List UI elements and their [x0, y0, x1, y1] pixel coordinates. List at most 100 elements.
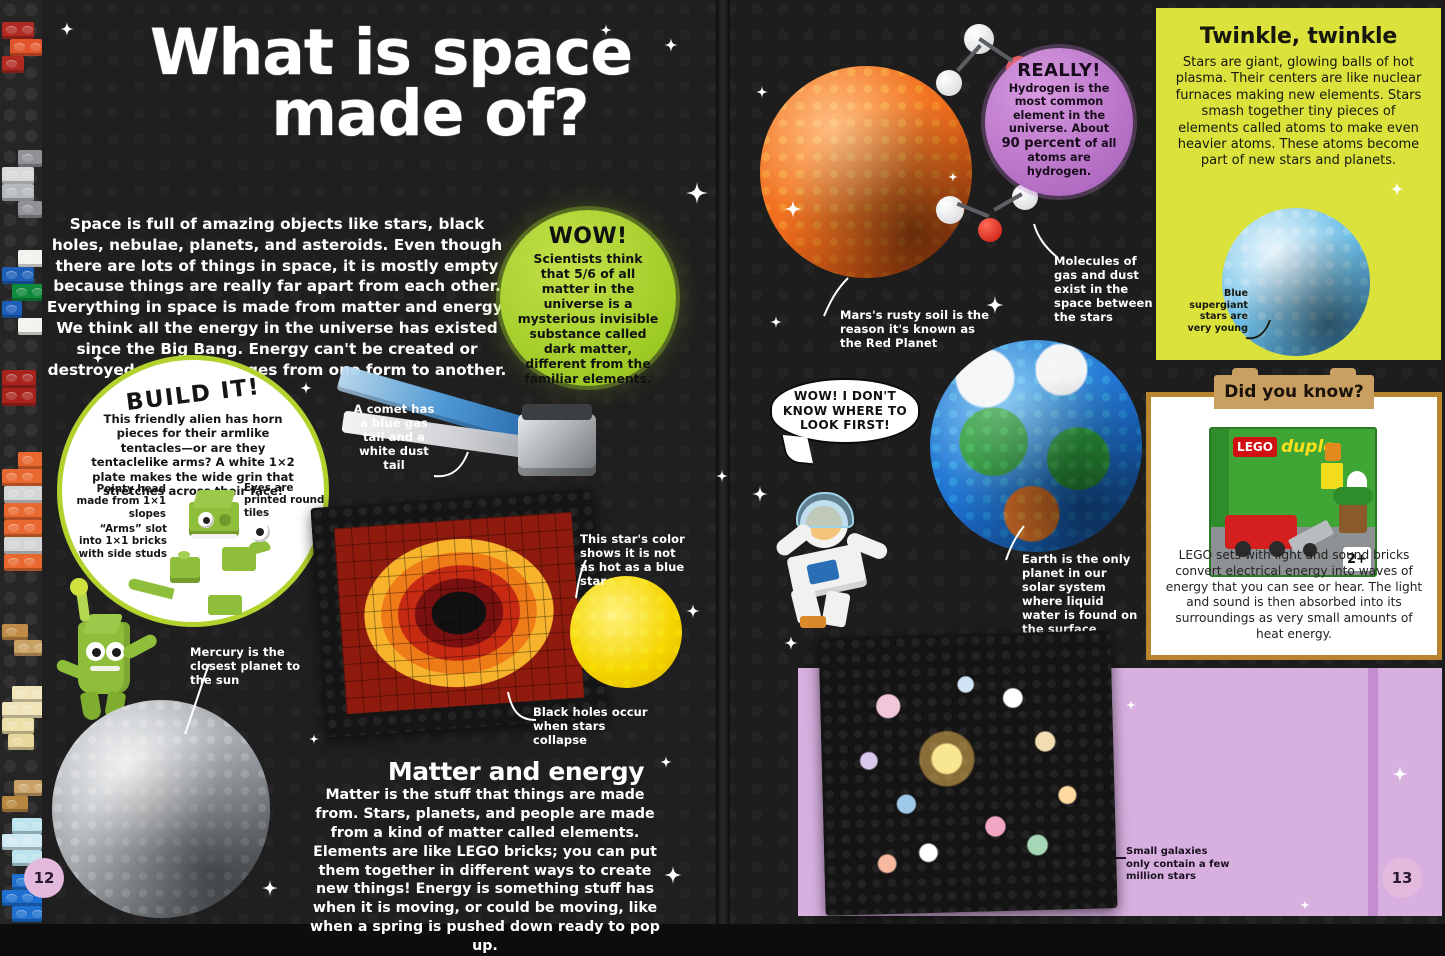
star-sparkle-icon — [309, 734, 319, 744]
title-line-1: What is space — [150, 16, 633, 89]
star-sparkle-icon — [1383, 618, 1395, 630]
lego-brick-29 — [12, 818, 42, 834]
caption-black-holes: Black holes occur when stars collapse — [533, 705, 648, 748]
lego-brick-27 — [14, 780, 42, 796]
star-sparkle-icon — [600, 24, 612, 36]
age-badge: 2+ — [1343, 547, 1371, 571]
caption-mercury: Mercury is the closest planet to the sun — [190, 645, 301, 688]
caption-earth: Earth is the only planet in our solar sy… — [1022, 552, 1138, 637]
lego-mercury-sphere — [52, 700, 270, 918]
lego-brick-15 — [2, 469, 42, 486]
star-sparkle-icon — [770, 316, 782, 328]
lego-brick-28 — [2, 796, 28, 812]
star-sparkle-icon — [60, 22, 74, 36]
star-sparkle-icon — [784, 200, 802, 218]
lego-brick-16 — [4, 486, 42, 503]
star-sparkle-icon — [300, 382, 312, 394]
twinkle-body: Stars are giant, glowing balls of hot pl… — [1175, 55, 1422, 169]
lego-mars-sphere — [760, 66, 972, 278]
lego-brick-9 — [12, 284, 42, 301]
star-sparkle-icon — [752, 486, 768, 502]
lego-brick-34 — [12, 906, 42, 922]
lego-brick-6 — [18, 201, 42, 218]
star-sparkle-icon — [660, 756, 672, 768]
star-sparkle-icon — [948, 172, 958, 182]
star-sparkle-icon — [1390, 182, 1404, 196]
duplo-wordmark: duplo — [1281, 437, 1335, 457]
lego-galaxy-mosaic — [818, 630, 1118, 916]
star-sparkle-icon — [1300, 900, 1310, 910]
wow-fraction: 5/6 — [574, 266, 596, 281]
caption-small-galaxies: Small galaxies only contain a few millio… — [1126, 846, 1230, 882]
lego-brick-22 — [14, 640, 42, 656]
lego-brick-10 — [2, 301, 22, 318]
caption-molecules: Molecules of gas and dust exist in the s… — [1054, 254, 1153, 325]
star-sparkle-icon — [686, 182, 708, 204]
lego-brick-14 — [18, 452, 42, 469]
lego-brick-5 — [2, 184, 34, 201]
really-fact-bubble: REALLY! Hydrogen is the most common elem… — [985, 48, 1133, 196]
star-sparkle-icon — [756, 86, 768, 98]
caption-star-color: This star's color shows it is not as hot… — [580, 532, 685, 589]
twinkle-heading: Twinkle, twinkle — [1199, 24, 1398, 49]
really-heading: REALLY! — [1017, 60, 1101, 81]
speech-bubble-text: WOW! I DON'T KNOW WHERE TO LOOK FIRST! — [782, 389, 908, 433]
duplo-box-image: LEGO duplo 2+ — [1209, 427, 1377, 577]
lego-brick-21 — [2, 624, 28, 640]
star-sparkle-icon — [784, 636, 798, 650]
title-line-2: made of? — [271, 77, 589, 151]
lego-brick-12 — [2, 370, 36, 388]
matter-energy-body: Matter is the stuff that things are made… — [310, 787, 660, 954]
lego-comet-model — [336, 364, 604, 498]
build-it-label-arms: “Arms” slot into 1×1 bricks with side st… — [78, 523, 167, 560]
wow-heading: WOW! — [548, 224, 628, 249]
astronaut-speech-bubble: WOW! I DON'T KNOW WHERE TO LOOK FIRST! — [770, 378, 920, 466]
wow-body: Scientists think that 5/6 of all matter … — [517, 251, 659, 386]
caption-blue-supergiant: Blue supergiant stars are very young — [1187, 288, 1248, 335]
lego-brick-2 — [2, 56, 24, 73]
star-sparkle-icon — [1126, 700, 1136, 710]
lego-brick-4 — [2, 167, 34, 184]
lego-alien-head-model — [185, 490, 243, 539]
lego-brick-0 — [2, 22, 34, 39]
star-sparkle-icon — [664, 38, 678, 52]
page-title: What is space made of? — [150, 21, 710, 151]
lego-logo: LEGO — [1233, 437, 1277, 457]
lego-brick-25 — [2, 718, 34, 734]
star-sparkle-icon — [262, 880, 278, 896]
lego-brick-19 — [4, 537, 42, 554]
really-bold-term: 90 percent — [1001, 135, 1081, 151]
wow-line-1: Scientists think that — [533, 251, 643, 281]
build-it-label-head: Pointy head made from 1×1 slopes — [76, 483, 166, 520]
did-you-know-heading: Did you know? — [1214, 368, 1374, 409]
page-number-right: 13 — [1382, 858, 1422, 898]
star-sparkle-icon — [664, 866, 682, 884]
wow-line-3: , different from the familiar elements. — [524, 341, 652, 386]
lego-astronaut-minifigure — [772, 466, 922, 628]
lego-black-hole-mosaic — [310, 488, 608, 738]
build-it-label-eyes: Eyes are printed round tiles — [244, 482, 325, 519]
green-alien-character — [54, 578, 159, 722]
lego-yellow-star-sphere — [570, 576, 682, 688]
did-you-know-body: LEGO sets with light and sound bricks co… — [1165, 547, 1423, 642]
caption-mars: Mars's rusty soil is the reason it's kno… — [840, 308, 990, 351]
intro-paragraph: Space is full of amazing objects like st… — [46, 215, 508, 379]
lego-printed-eye-tile — [250, 522, 270, 542]
star-sparkle-icon — [1392, 766, 1408, 782]
page-number-left: 12 — [24, 858, 64, 898]
really-line-1: Hydrogen is the most common element in t… — [1008, 82, 1110, 136]
lego-brick-26 — [8, 734, 34, 750]
lego-brick-1 — [10, 39, 42, 56]
lego-brick-18 — [4, 520, 42, 537]
lego-brick-17 — [4, 503, 42, 520]
lego-brick-23 — [12, 686, 42, 702]
lego-brick-24 — [2, 702, 42, 718]
wow-line-2: of all matter in the universe is a myste… — [517, 266, 659, 341]
matter-energy-heading: Matter and energy — [387, 757, 645, 786]
star-sparkle-icon — [716, 470, 728, 482]
lego-brick-strip — [0, 0, 42, 924]
wow-fact-circle: WOW! Scientists think that 5/6 of all ma… — [500, 210, 676, 386]
star-sparkle-icon — [686, 604, 700, 618]
star-sparkle-icon — [986, 296, 1004, 314]
